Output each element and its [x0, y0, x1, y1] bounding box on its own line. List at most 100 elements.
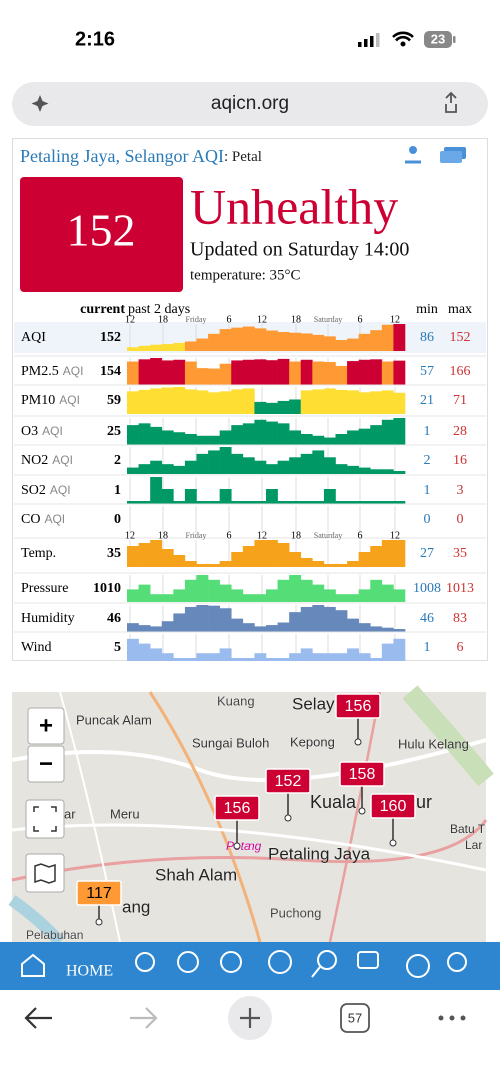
marker-pin[interactable]: [358, 807, 366, 815]
min-value: 57: [420, 364, 434, 379]
max-value: 83: [453, 611, 467, 626]
layers-icon-back[interactable]: [440, 151, 462, 163]
history-bar: [161, 464, 174, 474]
home-icon[interactable]: [21, 953, 45, 977]
history-bar: [300, 558, 313, 567]
time-label: 6: [227, 530, 232, 541]
more-button[interactable]: [438, 1015, 466, 1021]
col-history: past 2 days: [128, 302, 190, 317]
current-value: 152: [100, 330, 121, 345]
aqi-word: AQI: [192, 146, 224, 166]
new-tab-icon[interactable]: [240, 1008, 260, 1028]
marker-pin[interactable]: [354, 738, 362, 746]
history-bar: [150, 460, 163, 474]
marker-value[interactable]: 156: [345, 698, 372, 715]
marker-pin[interactable]: [95, 918, 103, 926]
min-value: 1: [424, 483, 431, 498]
marker-value[interactable]: 117: [86, 885, 112, 902]
sparkle-icon[interactable]: [31, 95, 49, 112]
marker-value[interactable]: 152: [275, 773, 302, 790]
location-icon[interactable]: [409, 146, 417, 154]
zoom-in[interactable]: +: [39, 712, 53, 739]
current-value: 0: [114, 512, 121, 527]
marker-pin[interactable]: [233, 842, 241, 850]
history-bar: [381, 361, 394, 385]
history-bar: [231, 658, 244, 661]
history-bar: [161, 549, 174, 567]
history-bar: [231, 501, 244, 504]
min-value: 1: [424, 424, 431, 439]
history-bar: [127, 546, 139, 567]
fullscreen-button[interactable]: [25, 799, 65, 839]
history-bar: [289, 552, 302, 567]
min-value: 46: [420, 611, 434, 626]
history-bar: [323, 564, 336, 567]
marker-box[interactable]: [214, 795, 260, 821]
history-bar: [266, 489, 278, 504]
zoom-out[interactable]: −: [39, 750, 53, 777]
history-bar: [312, 501, 325, 504]
col-current: current: [80, 302, 125, 317]
current-value: 25: [107, 424, 121, 439]
zoom-in-button[interactable]: [27, 707, 65, 745]
history-bar: [266, 360, 278, 385]
history-bar: [242, 457, 255, 474]
url-text[interactable]: aqicn.org: [211, 93, 289, 114]
col-max: max: [448, 302, 472, 317]
fullscreen-icon[interactable]: [33, 806, 57, 832]
url-bar[interactable]: [12, 82, 488, 126]
marker-box[interactable]: [339, 761, 385, 787]
history-bar: [312, 561, 325, 567]
history-bar: [335, 464, 348, 474]
history-bar: [266, 625, 278, 632]
time-label: 12: [125, 530, 135, 541]
marker-value[interactable]: 156: [224, 800, 251, 817]
history-bar: [289, 399, 302, 414]
history-bar: [254, 501, 267, 504]
pollutant-name: Pressure: [21, 581, 68, 596]
back-button[interactable]: [24, 1007, 52, 1029]
marker-box[interactable]: [370, 793, 416, 819]
history-bar: [219, 584, 232, 602]
nav-icons[interactable]: [135, 950, 467, 978]
marker-pin[interactable]: [284, 814, 292, 822]
marker-value[interactable]: 158: [349, 766, 376, 783]
marker-box[interactable]: [335, 693, 381, 719]
history-bar: [208, 564, 220, 567]
map-layer-button[interactable]: [25, 853, 65, 893]
marker-box[interactable]: [265, 768, 311, 794]
history-bar: [219, 363, 232, 385]
history-bar: [335, 389, 348, 414]
history-bar: [289, 430, 302, 445]
marker-pin[interactable]: [389, 839, 397, 847]
history-bar: [208, 392, 220, 414]
tabs-button[interactable]: [340, 1003, 370, 1033]
min-value: 0: [424, 512, 431, 527]
nav-home[interactable]: HOME: [66, 963, 113, 980]
map-layer-icon[interactable]: [34, 863, 56, 884]
history-bar: [231, 618, 244, 632]
history-bar: [196, 453, 209, 474]
forward-button[interactable]: [130, 1007, 158, 1029]
share-icon[interactable]: [445, 91, 457, 113]
place-label: Kuala: [310, 792, 357, 812]
history-bar: [127, 589, 139, 602]
history-bar: [138, 643, 151, 661]
max-value: 1013: [446, 581, 474, 596]
history-bar: [381, 643, 394, 661]
history-bar: [335, 564, 348, 567]
history-bar: [196, 390, 209, 414]
city[interactable]: Petaling Jaya, Selangor: [20, 146, 188, 166]
zoom-out-button[interactable]: [27, 745, 65, 783]
history-bar: [277, 579, 290, 602]
history-bar: [196, 575, 209, 602]
history-bar: [173, 387, 186, 414]
tab-count[interactable]: 57: [348, 1010, 362, 1025]
marker-value[interactable]: 160: [380, 798, 407, 815]
history-bar: [312, 361, 325, 385]
history-bar: [289, 575, 302, 602]
history-bar: [161, 489, 174, 504]
history-bar: [254, 540, 267, 567]
min-value: 1008: [413, 581, 441, 596]
marker-box[interactable]: [76, 880, 122, 906]
